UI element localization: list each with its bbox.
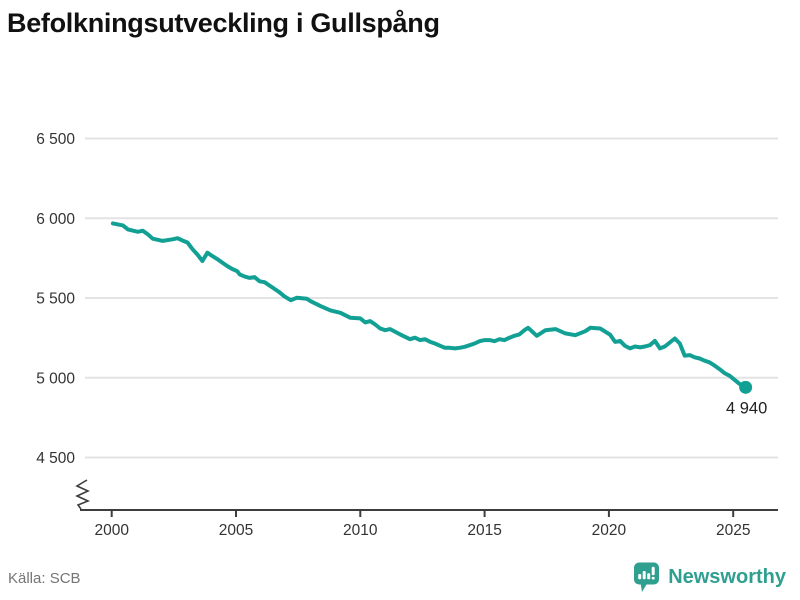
newsworthy-brand-text: Newsworthy: [668, 566, 786, 588]
gridlines: [85, 137, 778, 459]
x-axis: 2000 2005 2010 2015 2020 2025: [75, 479, 778, 539]
x-tick-label: 2015: [467, 522, 501, 539]
axis-break-icon: [75, 479, 91, 510]
x-tick-label: 2025: [716, 522, 750, 539]
x-tick-label: 2005: [219, 522, 253, 539]
population-series-line: [110, 221, 748, 390]
x-tick-label: 2010: [343, 522, 378, 539]
page-title: Befolkningsutveckling i Gullspång: [7, 8, 440, 38]
newsworthy-logo[interactable]: Newsworthy: [633, 562, 786, 593]
end-value-label: 4 940: [726, 399, 767, 417]
y-axis-labels: 6 500 6 000 5 500 5 000 4 500: [36, 131, 75, 467]
y-tick-label: 6 500: [36, 131, 75, 148]
y-tick-label: 5 500: [36, 291, 75, 308]
source-note: Källa: SCB: [8, 570, 81, 587]
x-tick-label: 2020: [592, 522, 627, 539]
x-tick-label: 2000: [94, 522, 129, 539]
y-tick-label: 6 000: [36, 211, 75, 228]
y-tick-label: 5 000: [36, 370, 75, 387]
series-end-dot: [739, 380, 753, 394]
y-tick-label: 4 500: [36, 450, 75, 467]
newsworthy-bubble-chart-icon: [634, 562, 660, 592]
